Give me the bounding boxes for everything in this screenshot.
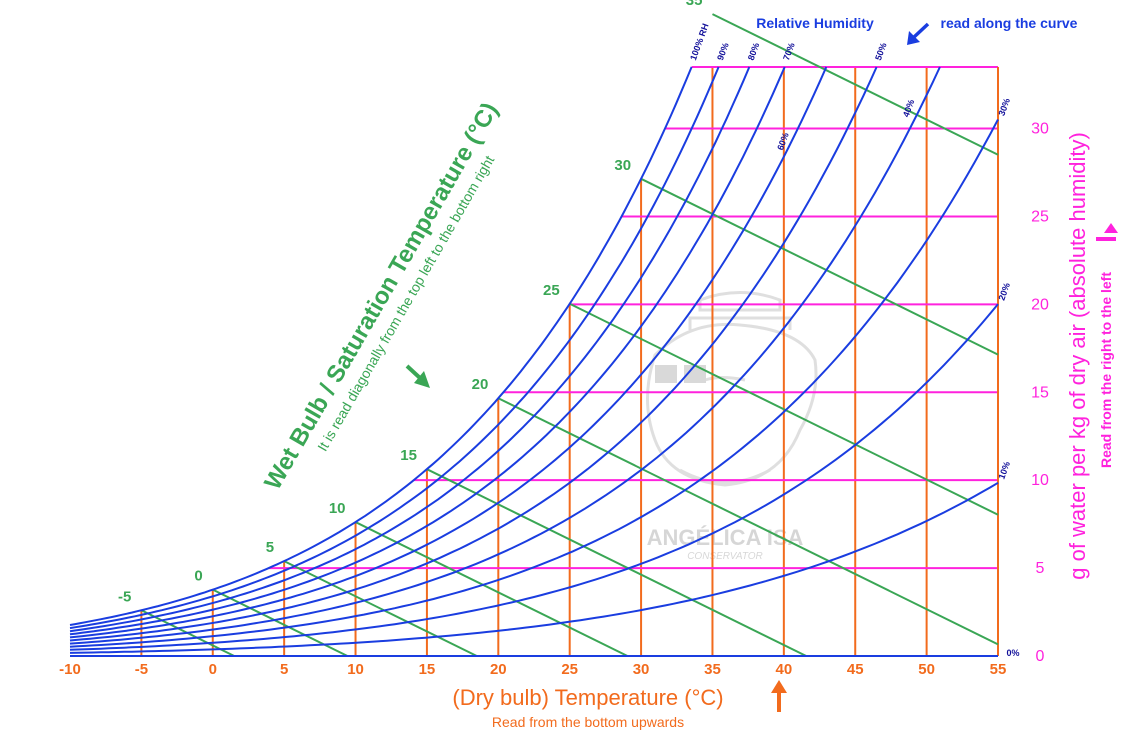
rh-label: 0% <box>1006 648 1019 658</box>
rh-curve <box>69 66 751 633</box>
wet-bulb-label: 15 <box>400 447 417 464</box>
rh-label: 70% <box>781 41 797 61</box>
rh-curve <box>69 66 941 645</box>
rh-note: read along the curve <box>941 15 1078 31</box>
wet-bulb-arrow-icon <box>405 364 430 388</box>
x-tick-label: -5 <box>135 661 148 678</box>
rh-curve <box>69 303 999 651</box>
x-tick-label: 10 <box>347 661 364 678</box>
wet-bulb-label: 0 <box>194 568 202 585</box>
rh-title: Relative Humidity <box>756 15 874 31</box>
rh-curve <box>69 66 786 636</box>
watermark-logo-icon <box>646 291 818 487</box>
wet-bulb-label: 35 <box>686 0 703 9</box>
y-axis-arrow-icon <box>1096 223 1118 241</box>
x-axis-arrow-icon <box>771 680 787 712</box>
rh-arrow-icon <box>907 22 930 45</box>
x-tick-label: 0 <box>209 661 217 678</box>
y-tick-label: 25 <box>1031 208 1049 225</box>
watermark: ANGÉLICA ISA CONSERVATOR <box>646 291 818 562</box>
rh-curve <box>69 66 720 630</box>
wet-bulb-line <box>355 521 628 657</box>
x-tick-label: 5 <box>280 661 288 678</box>
wet-bulb-line <box>283 560 478 657</box>
rh-curve <box>69 66 693 626</box>
rh-curve <box>69 119 999 648</box>
rh-label: 40% <box>901 98 917 118</box>
wet-bulb-label: 25 <box>543 282 560 299</box>
rh-curve <box>69 66 828 639</box>
y-axis-subtitle: Read from the right to the left <box>1098 272 1114 468</box>
y-tick-label: 20 <box>1031 296 1049 313</box>
wet-bulb-label: 10 <box>329 500 346 517</box>
rh-label: 50% <box>873 41 889 61</box>
x-tick-label: 40 <box>776 661 793 678</box>
y-axis-subtitle-group: Read from the right to the left <box>1098 272 1114 468</box>
wet-bulb-label: 30 <box>614 157 631 174</box>
x-tick-label: 50 <box>918 661 935 678</box>
y-tick-label: 30 <box>1031 121 1049 138</box>
y-tick-label: 15 <box>1031 384 1049 401</box>
wet-bulb-label: 20 <box>472 376 489 393</box>
x-axis-subtitle: Read from the bottom upwards <box>492 714 684 730</box>
y-axis-title: g of water per kg of dry air (absolute h… <box>1065 132 1090 580</box>
x-tick-label: -10 <box>59 661 81 678</box>
wet-bulb-subtitle: It is read diagonally from the top left … <box>314 153 497 454</box>
wet-bulb-line <box>497 397 999 646</box>
wet-bulb-label: 5 <box>266 539 274 556</box>
rh-label: 80% <box>746 41 762 61</box>
x-tick-label: 20 <box>490 661 507 678</box>
x-tick-label: 55 <box>990 661 1007 678</box>
rh-curve <box>69 481 999 654</box>
wet-bulb-line <box>569 302 999 516</box>
x-tick-label: 35 <box>704 661 721 678</box>
x-tick-label: 15 <box>419 661 436 678</box>
x-tick-label: 45 <box>847 661 864 678</box>
wet-bulb-label: -5 <box>118 588 131 605</box>
rh-label: 90% <box>715 41 731 61</box>
wet-bulb-line <box>640 177 999 356</box>
wet-bulb-title: Wet Bulb / Saturation Temperature (°C) <box>259 98 503 494</box>
wet-bulb-line <box>712 13 999 156</box>
x-tick-label: 25 <box>561 661 578 678</box>
y-tick-label: 10 <box>1031 472 1049 489</box>
watermark-sub: CONSERVATOR <box>687 551 763 562</box>
x-tick-label: 30 <box>633 661 650 678</box>
y-tick-label: 0 <box>1036 648 1045 665</box>
x-axis-title: (Dry bulb) Temperature (°C) <box>452 685 723 710</box>
watermark-name: ANGÉLICA ISA <box>647 525 804 550</box>
y-axis-title-group: g of water per kg of dry air (absolute h… <box>1065 132 1090 580</box>
rh-label: 100% RH <box>688 22 711 62</box>
wet-bulb-line <box>426 468 807 657</box>
rh-curve <box>69 66 878 642</box>
y-tick-label: 5 <box>1036 560 1045 577</box>
